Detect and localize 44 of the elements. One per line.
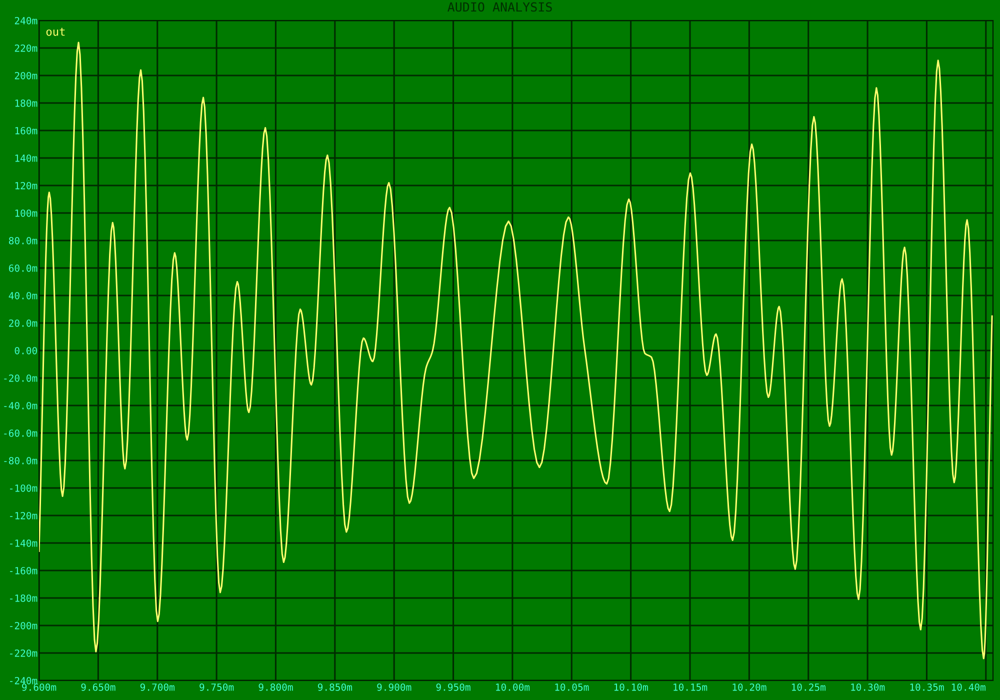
y-tick-label: 80.0m bbox=[8, 237, 38, 244]
y-tick-label: 0.00 bbox=[14, 347, 37, 354]
y-tick-label: 100m bbox=[15, 210, 38, 217]
x-tick-label: 10.15m bbox=[674, 684, 708, 691]
y-tick-label: -20.0m bbox=[4, 374, 38, 382]
x-tick-label: 10.05m bbox=[555, 684, 589, 691]
y-tick-label: 140m bbox=[15, 154, 38, 162]
x-tick-label: 9.650m bbox=[81, 684, 116, 691]
y-tick-label: -140m bbox=[10, 540, 38, 547]
y-tick-label: 120m bbox=[15, 182, 38, 190]
y-tick-label: -60.0m bbox=[4, 430, 38, 437]
x-tick-label: 9.850m bbox=[318, 684, 352, 691]
x-tick-label: 10.30m bbox=[851, 684, 885, 691]
y-tick-label: -200m bbox=[10, 622, 38, 630]
y-tick-label: 40.0m bbox=[8, 292, 38, 300]
y-tick-label: 60.0m bbox=[8, 264, 38, 272]
x-tick-label: 10.40m bbox=[952, 684, 986, 691]
y-tick-label: -40.0m bbox=[4, 402, 38, 410]
x-tick-label: 9.750m bbox=[200, 684, 234, 691]
y-tick-label: -80.0m bbox=[4, 457, 38, 464]
x-tick-label: 10.20m bbox=[732, 684, 766, 691]
y-tick-label: -220m bbox=[10, 650, 38, 657]
x-tick-label: 9.600m bbox=[22, 684, 56, 691]
y-tick-label: 20.0m bbox=[9, 320, 38, 327]
y-tick-label: -180m bbox=[10, 594, 38, 602]
x-tick-label: 9.950m bbox=[436, 684, 470, 691]
chart-title: AUDIO ANALYSIS bbox=[448, 2, 552, 12]
x-tick-label: 9.700m bbox=[140, 684, 174, 691]
y-tick-label: 200m bbox=[14, 72, 38, 80]
x-tick-label: 10.10m bbox=[614, 684, 648, 691]
x-tick-label: 10.35m bbox=[910, 684, 944, 691]
y-tick-label: -100m bbox=[10, 484, 38, 492]
x-tick-label: 9.900m bbox=[377, 684, 412, 691]
y-tick-label: -160m bbox=[10, 567, 38, 574]
y-tick-label: 160m bbox=[15, 127, 38, 134]
series-label: out bbox=[46, 28, 65, 36]
x-tick-label: 9.800m bbox=[258, 684, 293, 691]
y-tick-label: -120m bbox=[10, 512, 38, 520]
x-tick-label: 10.00m bbox=[496, 684, 530, 691]
x-tick-label: 10.25m bbox=[792, 684, 826, 691]
y-tick-label: 240m bbox=[14, 17, 38, 24]
y-tick-label: -240m bbox=[10, 677, 38, 684]
y-tick-label: 180m bbox=[15, 100, 38, 107]
y-tick-label: 220m bbox=[14, 44, 38, 52]
